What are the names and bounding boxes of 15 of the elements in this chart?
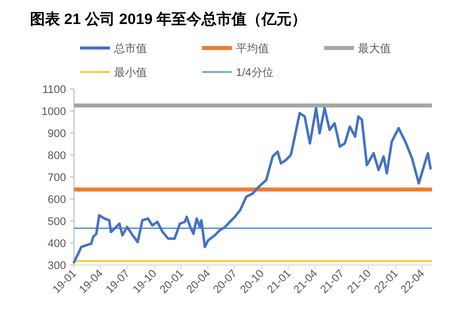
legend-label: 最小值 [114, 66, 147, 79]
chart-title: 图表 21 公司 2019 年至今总市值（亿元） [30, 10, 307, 28]
y-tick-label: 800 [48, 150, 66, 162]
y-tick-label: 500 [48, 216, 66, 228]
y-tick-label: 1100 [42, 84, 66, 96]
y-tick-label: 400 [48, 238, 66, 250]
legend-label: 最大值 [358, 42, 391, 55]
y-tick-label: 600 [48, 194, 66, 206]
y-tick-label: 300 [48, 260, 66, 272]
legend-label: 平均值 [236, 43, 269, 55]
legend-label: 总市值 [113, 42, 147, 55]
y-tick-label: 1000 [42, 106, 66, 118]
legend-label: 1/4分位 [236, 67, 274, 79]
y-tick-label: 900 [48, 128, 66, 140]
y-tick-label: 700 [48, 172, 66, 184]
